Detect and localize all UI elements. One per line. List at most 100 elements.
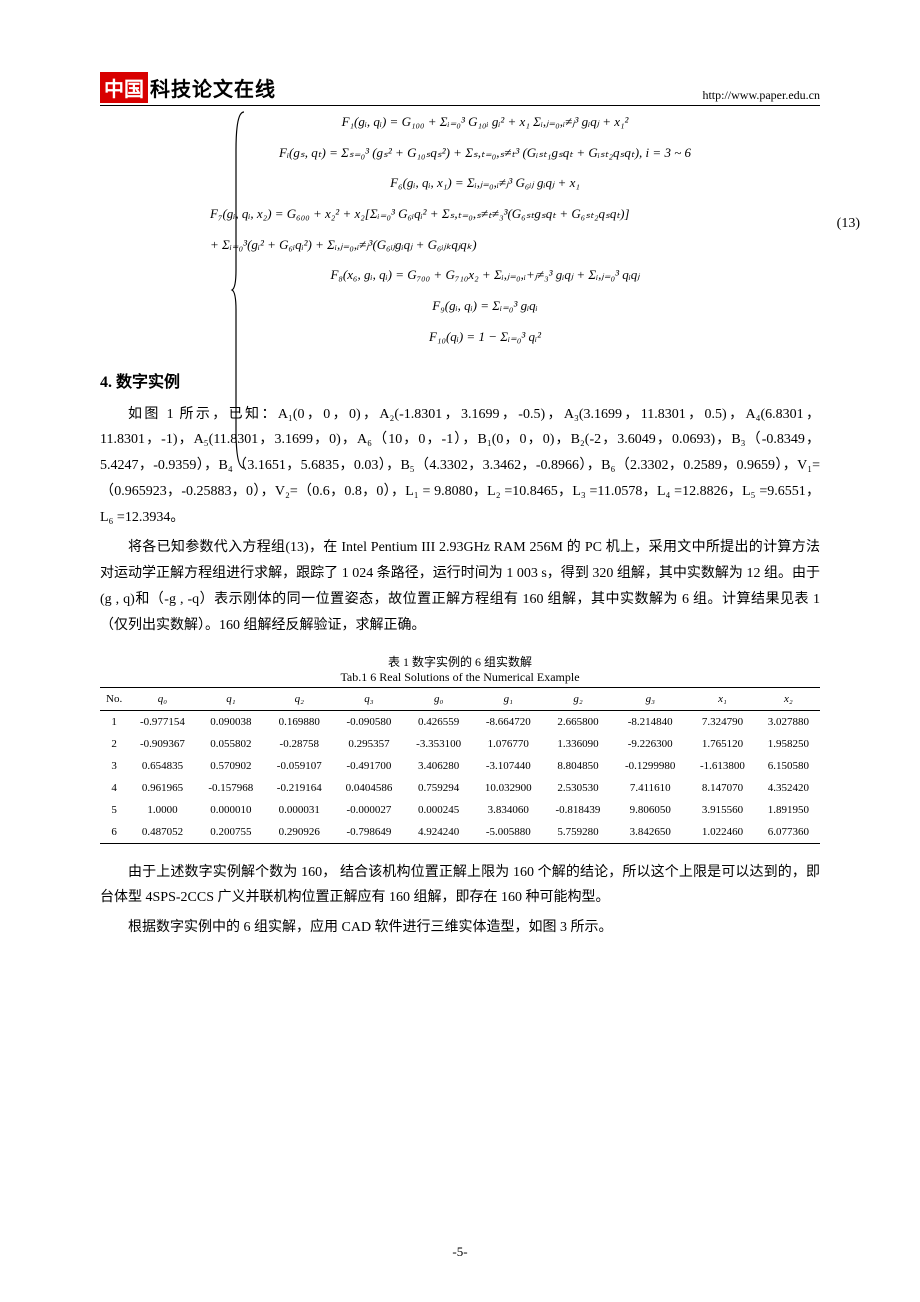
table-row: 51.00000.0000100.000031-0.0000270.000245…	[100, 799, 820, 821]
table-cell: 6.150580	[757, 755, 820, 777]
col-header: g₂	[544, 687, 612, 710]
table-cell: 0.961965	[128, 777, 196, 799]
table-caption-en: Tab.1 6 Real Solutions of the Numerical …	[100, 670, 820, 685]
col-header: g₁	[473, 687, 544, 710]
table-cell: 8.804850	[544, 755, 612, 777]
table-row: 1-0.9771540.0900380.169880-0.0905800.426…	[100, 710, 820, 733]
table-cell: 4.924240	[404, 821, 472, 844]
table-cell: 3.842650	[612, 821, 688, 844]
table-cell: -0.219164	[265, 777, 333, 799]
equation-line: F₉(gᵢ, qᵢ) = Σᵢ₌₀³ gᵢqᵢ	[150, 294, 820, 319]
page-number: -5-	[0, 1244, 920, 1260]
equation-line: F₁(gᵢ, qᵢ) = G₁₀₀ + Σᵢ₌₀³ G₁₀ᵢ gᵢ² + x₁ …	[150, 110, 820, 135]
equation-line: Fᵢ(gₛ, qₜ) = Σₛ₌₀³ (gₛ² + G₁₀ₛqₛ²) + Σₛ,…	[150, 141, 820, 166]
equation-number: (13)	[837, 211, 860, 238]
page-content: F₁(gᵢ, qᵢ) = G₁₀₀ + Σᵢ₌₀³ G₁₀ᵢ gᵢ² + x₁ …	[100, 110, 820, 941]
table-cell: 1.0000	[128, 799, 196, 821]
table-cell: -0.28758	[265, 733, 333, 755]
table-cell: 4.352420	[757, 777, 820, 799]
col-header: q₃	[333, 687, 404, 710]
table-cell: 5	[100, 799, 128, 821]
table-cell: 10.032900	[473, 777, 544, 799]
logo-black-text: 科技论文在线	[150, 73, 276, 102]
table-cell: 0.0404586	[333, 777, 404, 799]
equation-line: F₆(gᵢ, qᵢ, x₁) = Σᵢ,ⱼ₌₀,ᵢ≠ⱼ³ G₆ᵢⱼ gᵢqⱼ +…	[150, 171, 820, 196]
logo-red-text: 中国	[100, 72, 148, 103]
table-cell: 2.530530	[544, 777, 612, 799]
table-cell: 0.570902	[197, 755, 265, 777]
col-header: g₀	[404, 687, 472, 710]
table-cell: -0.818439	[544, 799, 612, 821]
table-cell: -0.059107	[265, 755, 333, 777]
section-4-para-2: 将各已知参数代入方程组(13)，在 Intel Pentium III 2.93…	[100, 535, 820, 639]
table-cell: -0.909367	[128, 733, 196, 755]
page-header: 中国 科技论文在线 http://www.paper.edu.cn	[100, 72, 820, 106]
equation-line: F₁₀(qᵢ) = 1 − Σᵢ₌₀³ qᵢ²	[150, 325, 820, 350]
table-cell: 2.665800	[544, 710, 612, 733]
equation-line: F₇(gᵢ, qᵢ, x₂) = G₆₀₀ + x₂² + x₂[Σᵢ₌₀³ G…	[150, 202, 820, 227]
table-cell: 1	[100, 710, 128, 733]
table-cell: 8.147070	[688, 777, 756, 799]
table-cell: 7.411610	[612, 777, 688, 799]
table-cell: 0.487052	[128, 821, 196, 844]
equation-line: + Σᵢ₌₀³(gᵢ² + G₆ᵢqᵢ²) + Σᵢ,ⱼ₌₀,ᵢ≠ⱼ³(G₆ᵢⱼ…	[150, 233, 820, 258]
table-cell: 9.806050	[612, 799, 688, 821]
table-cell: 0.169880	[265, 710, 333, 733]
table-cell: 0.654835	[128, 755, 196, 777]
table-cell: -0.1299980	[612, 755, 688, 777]
table-cell: 6.077360	[757, 821, 820, 844]
table-cell: -9.226300	[612, 733, 688, 755]
table-cell: 1.076770	[473, 733, 544, 755]
closing-para-1: 由于上述数字实例解个数为 160， 结合该机构位置正解上限为 160 个解的结论…	[100, 860, 820, 912]
table-cell: 0.295357	[333, 733, 404, 755]
table-cell: -3.353100	[404, 733, 472, 755]
table-cell: -8.214840	[612, 710, 688, 733]
table-cell: 2	[100, 733, 128, 755]
table-row: 60.4870520.2007550.290926-0.7986494.9242…	[100, 821, 820, 844]
table-cell: 0.759294	[404, 777, 472, 799]
section-4-para-1: 如图 1 所示，已知：A₁(0，0，0)，A₂(-1.8301，3.1699，-…	[100, 402, 820, 531]
col-header: g₃	[612, 687, 688, 710]
table-cell: 0.200755	[197, 821, 265, 844]
table-cell: 1.958250	[757, 733, 820, 755]
table-header-row: No. q₀ q₁ q₂ q₃ g₀ g₁ g₂ g₃ x₁ x₂	[100, 687, 820, 710]
table-cell: 0.000010	[197, 799, 265, 821]
table-cell: 0.426559	[404, 710, 472, 733]
table-cell: 0.055802	[197, 733, 265, 755]
table-cell: 7.324790	[688, 710, 756, 733]
header-url: http://www.paper.edu.cn	[702, 88, 820, 103]
section-4-heading: 4. 数字实例	[100, 368, 820, 392]
left-brace-icon	[230, 110, 248, 470]
site-logo: 中国 科技论文在线	[100, 72, 276, 103]
table-cell: 4	[100, 777, 128, 799]
table-row: 30.6548350.570902-0.059107-0.4917003.406…	[100, 755, 820, 777]
table-cell: 3.915560	[688, 799, 756, 821]
table-cell: -1.613800	[688, 755, 756, 777]
table-cell: 3.406280	[404, 755, 472, 777]
solutions-table: No. q₀ q₁ q₂ q₃ g₀ g₁ g₂ g₃ x₁ x₂ 1-0.97…	[100, 687, 820, 844]
table-row: 2-0.9093670.055802-0.287580.295357-3.353…	[100, 733, 820, 755]
table-cell: 6	[100, 821, 128, 844]
table-cell: -0.798649	[333, 821, 404, 844]
table-cell: 3	[100, 755, 128, 777]
equation-line: F₈(x₆, gᵢ, qᵢ) = G₇₀₀ + G₇₁₀x₂ + Σᵢ,ⱼ₌₀,…	[150, 263, 820, 288]
table-caption-cn: 表 1 数字实例的 6 组实数解	[100, 653, 820, 670]
col-header: x₂	[757, 687, 820, 710]
table-cell: 0.090038	[197, 710, 265, 733]
table-cell: 0.290926	[265, 821, 333, 844]
table-cell: 1.022460	[688, 821, 756, 844]
col-header: q₀	[128, 687, 196, 710]
table-cell: -0.090580	[333, 710, 404, 733]
table-body: 1-0.9771540.0900380.169880-0.0905800.426…	[100, 710, 820, 843]
table-cell: 0.000031	[265, 799, 333, 821]
closing-para-2: 根据数字实例中的 6 组实解，应用 CAD 软件进行三维实体造型，如图 3 所示…	[100, 915, 820, 941]
col-header: x₁	[688, 687, 756, 710]
table-cell: 3.027880	[757, 710, 820, 733]
table-cell: 5.759280	[544, 821, 612, 844]
table-cell: 1.891950	[757, 799, 820, 821]
table-cell: -5.005880	[473, 821, 544, 844]
table-cell: -0.157968	[197, 777, 265, 799]
table-cell: 3.834060	[473, 799, 544, 821]
table-cell: 0.000245	[404, 799, 472, 821]
col-header: q₁	[197, 687, 265, 710]
